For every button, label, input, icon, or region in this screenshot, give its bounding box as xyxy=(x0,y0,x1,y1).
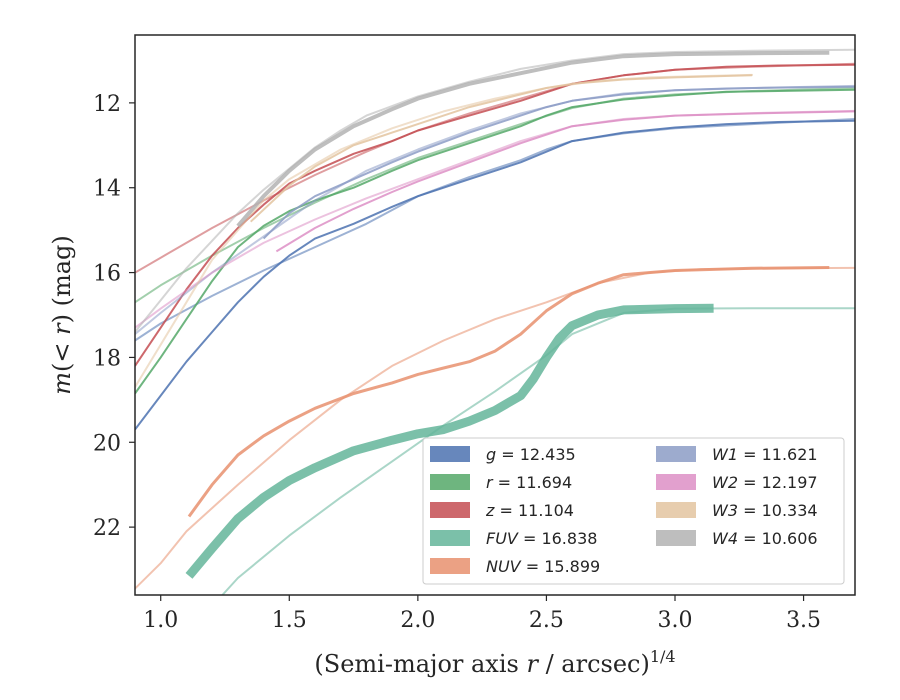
y-tick-label-2: 16 xyxy=(93,262,121,287)
legend-entry-8: W4 = 10.606 xyxy=(656,529,818,548)
legend-swatch-4 xyxy=(430,558,470,574)
legend-label-4: NUV = 15.899 xyxy=(486,557,600,576)
series-8 xyxy=(135,48,855,333)
legend-swatch-3 xyxy=(430,530,470,546)
legend-swatch-6 xyxy=(656,474,696,490)
x-tick-label-0: 1.0 xyxy=(143,608,178,633)
x-tick-label-1: 1.5 xyxy=(272,608,307,633)
legend-label-8: W4 = 10.606 xyxy=(712,529,818,548)
plot-frame xyxy=(134,34,856,596)
legend-entry-0: g = 12.435 xyxy=(430,445,576,464)
legend-entry-5: W1 = 11.621 xyxy=(656,445,818,464)
legend-entry-1: r = 11.694 xyxy=(430,473,572,492)
legend-label-3: FUV = 16.838 xyxy=(486,529,597,548)
legend-label-1: r = 11.694 xyxy=(486,473,572,492)
y-tick-label-1: 14 xyxy=(93,177,121,202)
legend-swatch-2 xyxy=(430,502,470,518)
legend-label-6: W2 = 12.197 xyxy=(712,473,818,492)
series-2-line xyxy=(135,63,855,367)
series-8-extrapolation-line xyxy=(135,48,855,333)
series-6 xyxy=(135,109,855,329)
legend-swatch-0 xyxy=(430,446,470,462)
series-1-line xyxy=(135,88,855,395)
legend-swatch-5 xyxy=(656,446,696,462)
series-7 xyxy=(135,73,754,389)
legend-swatch-7 xyxy=(656,502,696,518)
axis-ticks: 1.0 1.5 2.0 2.5 3.0 3.5 12 14 16 18 20 22 xyxy=(93,92,821,633)
series-0 xyxy=(135,118,855,431)
legend-label-2: z = 11.104 xyxy=(485,501,574,520)
legend-entry-6: W2 = 12.197 xyxy=(656,473,818,492)
legend-entry-4: NUV = 15.899 xyxy=(430,557,600,576)
series-4 xyxy=(135,266,855,590)
series-7-line xyxy=(250,74,753,223)
legend-label-0: g = 12.435 xyxy=(486,445,576,464)
series-5-line xyxy=(262,85,855,240)
series-3 xyxy=(185,303,855,595)
series-6-line xyxy=(275,110,855,253)
series-0-line xyxy=(135,119,855,431)
y-axis-label: m(< r) (mag) xyxy=(48,235,76,395)
legend: g = 12.435 r = 11.694 z = 11.104 FUV = 16.8… xyxy=(422,437,845,585)
y-tick-label-5: 22 xyxy=(93,516,121,541)
series-8-line xyxy=(236,50,830,228)
legend-box xyxy=(422,437,845,585)
x-tick-label-3: 2.5 xyxy=(529,608,564,633)
legend-swatch-1 xyxy=(430,474,470,490)
y-tick-label-0: 12 xyxy=(93,92,121,117)
legend-entry-2: z = 11.104 xyxy=(430,501,574,520)
series-layer xyxy=(135,48,855,595)
series-3-line xyxy=(185,303,714,579)
series-4-line xyxy=(187,266,830,518)
y-tick-label-4: 20 xyxy=(93,431,121,456)
legend-label-7: W3 = 10.334 xyxy=(712,501,818,520)
x-tick-label-2: 2.0 xyxy=(400,608,435,633)
y-tick-label-3: 18 xyxy=(93,346,121,371)
x-tick-label-5: 3.5 xyxy=(786,608,821,633)
series-2 xyxy=(135,62,855,367)
legend-entry-7: W3 = 10.334 xyxy=(656,501,818,520)
x-axis-label: (Semi-major axis r / arcsec)1/4 xyxy=(314,647,675,678)
legend-swatch-8 xyxy=(656,530,696,546)
x-tick-label-4: 3.0 xyxy=(658,608,693,633)
legend-label-5: W1 = 11.621 xyxy=(712,445,818,464)
legend-entry-3: FUV = 16.838 xyxy=(430,529,597,548)
